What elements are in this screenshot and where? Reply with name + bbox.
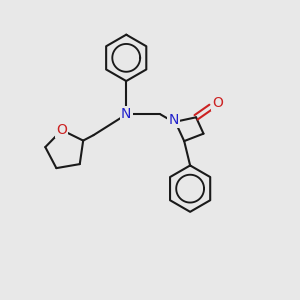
Text: O: O	[56, 123, 67, 137]
Text: O: O	[212, 96, 223, 110]
Text: N: N	[121, 107, 131, 121]
Text: N: N	[169, 113, 179, 127]
